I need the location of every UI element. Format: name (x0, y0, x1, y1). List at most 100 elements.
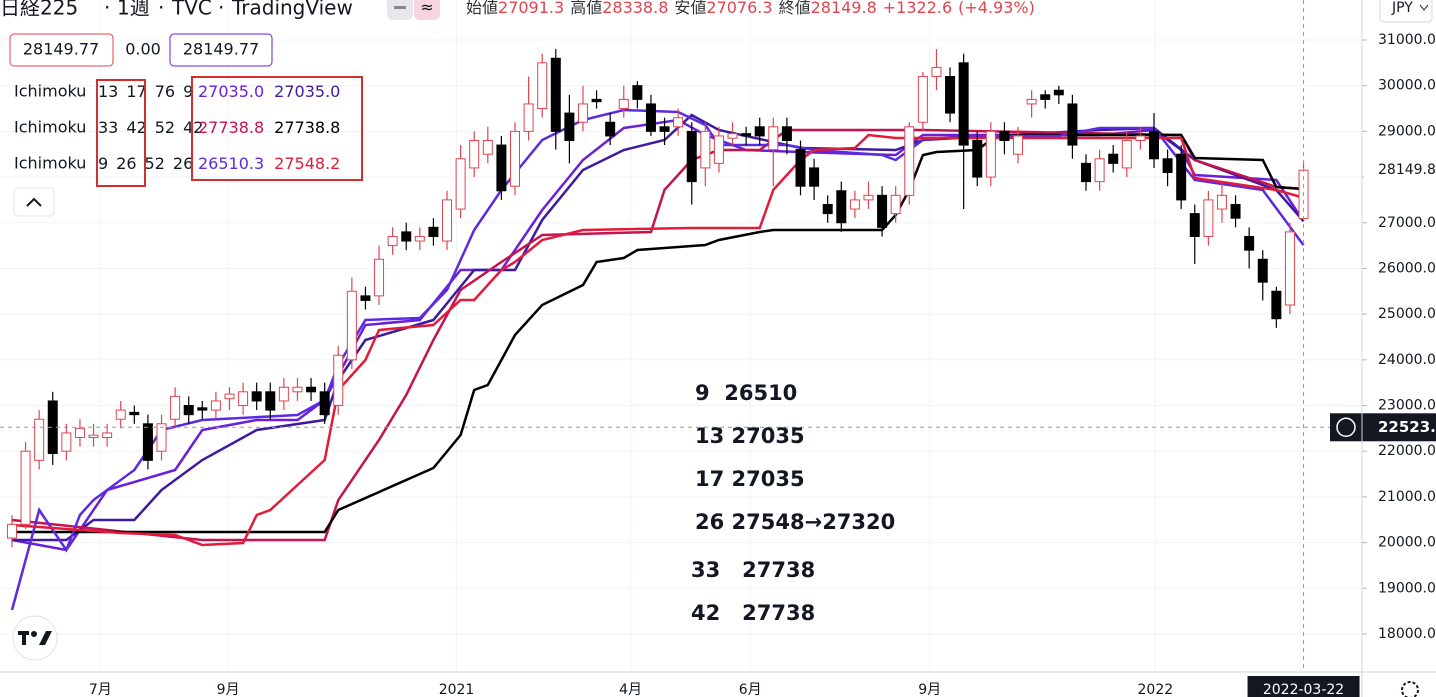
candle-body (591, 98, 602, 103)
candle-body (1148, 130, 1159, 160)
candle-body (1162, 158, 1173, 173)
candle-body (482, 140, 493, 155)
candle-body (401, 231, 412, 242)
candle-body (849, 199, 860, 210)
legend-param: 13 (98, 82, 118, 101)
x-tick-label: 6月 (739, 682, 762, 697)
y-tick-label: 27000.0 (1378, 215, 1436, 231)
collapse-legend-button[interactable] (13, 187, 55, 217)
candle-body (985, 130, 996, 178)
candle-body (713, 135, 724, 164)
candle-body (945, 76, 956, 114)
candle-body (877, 194, 888, 228)
candle-body (346, 290, 357, 361)
candle-body (197, 407, 208, 411)
legend-values: 26510.3 27548.2 (198, 154, 340, 173)
annotation: 26 27548→27320 (695, 510, 895, 534)
spread-value: 0.00 (125, 40, 161, 59)
interval[interactable]: 1週 (117, 0, 150, 20)
candle-body (1257, 258, 1268, 283)
candle-body (890, 194, 901, 215)
platform: TradingView (231, 0, 353, 20)
price-box[interactable] (9, 33, 114, 67)
logo-shape (31, 631, 37, 637)
last-price-box (1364, 159, 1436, 182)
legend-param: 76 (155, 82, 175, 101)
legend-param: 42 (126, 118, 146, 137)
legend: Ichimoku 13 17 76 9 27035.0 27035.0 Ichimoku 33 4… (14, 82, 340, 173)
grid (0, 0, 1362, 672)
legend-values: 27738.8 27738.8 (198, 118, 340, 137)
candle-body (1271, 290, 1282, 320)
legend-value: 27035.0 (274, 82, 340, 101)
settings-button[interactable] (1401, 681, 1419, 697)
candle-body (1284, 231, 1295, 306)
candle-body (741, 133, 752, 137)
candle-body (1108, 153, 1119, 164)
compare-button[interactable] (414, 0, 440, 20)
separator: · (218, 0, 224, 20)
candle-body (509, 130, 520, 187)
candle-body (115, 409, 126, 420)
legend-param: 42 (183, 118, 203, 137)
highlight-box (191, 76, 363, 181)
change-pct: (+4.93%) (958, 0, 1035, 17)
price-box-value: 28149.77 (183, 40, 259, 59)
candle-body (292, 386, 303, 393)
ohlc-value: 27091.3 (498, 0, 564, 17)
candle-body (577, 103, 588, 123)
legend-param: 33 (98, 118, 118, 137)
legend-params: 13 17 76 9 (98, 82, 193, 101)
candle-body (1040, 94, 1051, 100)
logo-shape (39, 631, 52, 645)
candle-body (61, 432, 72, 452)
y-tick-label: 25000.0 (1378, 306, 1436, 322)
collapse-button[interactable] (387, 0, 413, 20)
candle-body (1230, 203, 1241, 219)
candle-body (700, 130, 711, 169)
y-tick-label: 19000.0 (1378, 580, 1436, 596)
candle-body (781, 126, 792, 142)
candle-body (333, 354, 344, 407)
legend-param: 9 (98, 154, 108, 173)
candle-body (183, 405, 194, 416)
candle-body (1244, 235, 1255, 251)
crosshair-x-label: 2022-03-22 (1263, 682, 1344, 697)
candle-body (659, 126, 670, 132)
y-tick-label: 21000.0 (1378, 489, 1436, 505)
candle-body (34, 418, 45, 461)
x-tick-label: 2022 (1138, 682, 1174, 697)
candle-body (20, 450, 31, 525)
currency-button[interactable] (1379, 0, 1433, 23)
legend-param: 52 (145, 154, 165, 173)
candle-body (618, 98, 629, 110)
candle-body (727, 133, 738, 139)
candle-body (564, 112, 575, 142)
legend-param: 26 (173, 154, 193, 173)
source: TVC (171, 0, 212, 20)
candle-body (129, 411, 140, 416)
logo[interactable] (12, 615, 58, 661)
legend-name: Ichimoku (14, 154, 86, 173)
y-tick-label: 23000.0 (1378, 398, 1436, 414)
change: +1322.6 (883, 0, 952, 17)
candle-body (999, 130, 1010, 142)
icon (1419, 4, 1429, 11)
legend-param: 52 (155, 118, 175, 137)
candle-body (523, 103, 534, 132)
candle-body (795, 149, 806, 187)
legend-value: 26510.3 (198, 154, 264, 173)
candle-body (550, 57, 561, 132)
icon: ≈ (420, 0, 433, 17)
ichimoku-line (11, 133, 1304, 547)
add-alert-icon (1336, 417, 1356, 438)
candle-body (822, 203, 833, 215)
x-tick-label: 7月 (89, 682, 112, 697)
candle-body (142, 423, 153, 461)
y-tick-label: 26000.0 (1378, 260, 1436, 276)
price-box[interactable] (169, 33, 273, 67)
candle-body (645, 103, 656, 132)
